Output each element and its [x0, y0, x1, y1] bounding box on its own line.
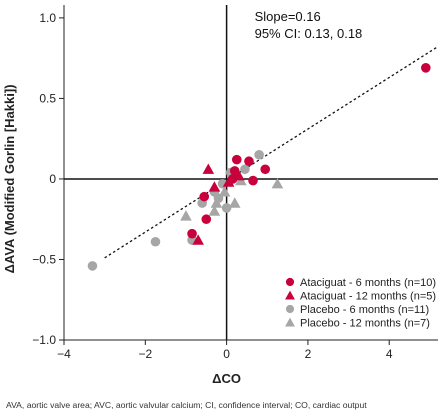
- legend-label: Ataciguat - 6 months (n=10): [300, 277, 436, 289]
- data-point-triangle: [180, 210, 192, 221]
- x-tick-label: 0: [223, 347, 230, 361]
- y-tick-label: −1.0: [32, 333, 56, 347]
- y-tick-label: 0.5: [39, 91, 56, 105]
- data-point-circle: [260, 164, 271, 175]
- footnote: AVA, aortic valve area; AVC, aortic valv…: [6, 400, 367, 410]
- data-point-circle: [248, 175, 258, 186]
- ci-annotation: 95% CI: 0.13, 0.18: [255, 26, 363, 41]
- data-point-triangle: [222, 176, 235, 187]
- y-axis-label: ΔAVA (Modified Gorlin [Hakki]): [2, 84, 17, 273]
- x-tick-label: −4: [57, 347, 71, 361]
- data-point-circle: [244, 156, 254, 167]
- legend-label: Placebo - 12 months (n=7): [300, 318, 430, 330]
- data-point-circle: [221, 203, 232, 213]
- data-point-triangle: [271, 177, 284, 189]
- data-point-circle: [150, 236, 161, 247]
- slope-annotation: Slope=0.16: [255, 9, 321, 24]
- data-point-circle: [421, 63, 431, 73]
- x-axis-label: ΔCO: [212, 371, 241, 386]
- data-point-circle: [231, 154, 242, 165]
- data-point-triangle: [233, 169, 245, 181]
- data-point-triangle: [218, 186, 231, 197]
- data-point-triangle: [210, 197, 223, 208]
- y-tick-label: 0: [49, 172, 56, 186]
- data-point-triangle: [208, 205, 221, 216]
- x-tick-label: 4: [386, 347, 393, 361]
- legend-marker: [285, 277, 295, 287]
- data-point-triangle: [208, 181, 221, 192]
- data-point-triangle: [228, 197, 241, 208]
- y-tick-label: 1.0: [39, 11, 56, 25]
- data-point-triangle: [202, 163, 215, 174]
- x-tick-label: 2: [305, 347, 312, 361]
- legend: Ataciguat - 6 months (n=10) Ataciguat - 1…: [285, 277, 436, 330]
- y-tick-label: −0.5: [32, 252, 56, 266]
- scatter-chart: −4 −2 0 2 4 −1.0 −0.5 0 0.5 1.0 Slope=0.16 95% C…: [2, 5, 439, 386]
- data-point-circle: [254, 149, 264, 160]
- data-point-circle: [187, 228, 197, 239]
- legend-marker: [285, 317, 295, 327]
- y-axis-ticks: −1.0 −0.5 0 0.5 1.0: [32, 11, 64, 347]
- regression-line: [104, 46, 439, 259]
- legend-label: Placebo - 6 months (n=11): [300, 304, 429, 316]
- data-point-triangle: [192, 234, 204, 245]
- x-axis-ticks: −4 −2 0 2 4: [57, 340, 393, 361]
- legend-marker: [285, 304, 295, 314]
- x-tick-label: −2: [138, 347, 152, 361]
- data-point-circle: [240, 164, 250, 175]
- data-points: [87, 63, 431, 271]
- data-point-circle: [87, 261, 98, 271]
- legend-label: Ataciguat - 12 months (n=5): [300, 291, 436, 303]
- data-point-circle: [201, 214, 212, 225]
- data-point-circle: [199, 191, 210, 202]
- legend-marker: [285, 290, 295, 300]
